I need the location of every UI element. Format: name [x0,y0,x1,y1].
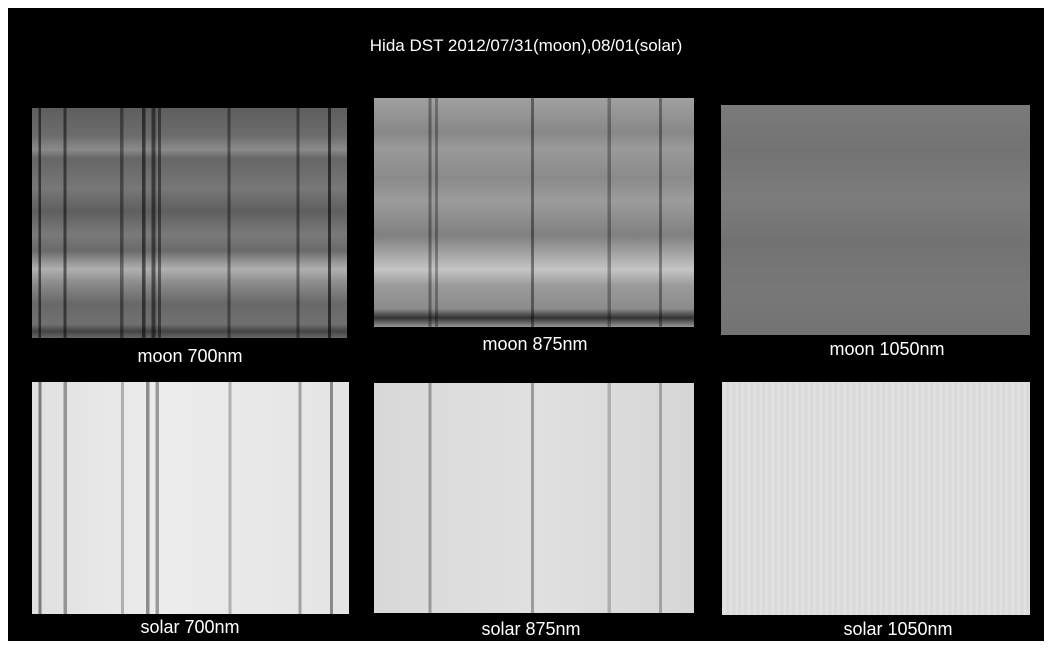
spectrum-image [722,382,1030,615]
spectrum-image [374,98,694,327]
caption: moon 875nm [375,334,695,355]
caption: moon 1050nm [727,339,1047,360]
caption: moon 700nm [30,346,350,367]
spectrum-image [32,382,349,614]
spectrum-image [374,383,694,613]
caption: solar 875nm [371,619,691,640]
spectrum-image [32,108,347,338]
caption: solar 700nm [30,617,350,638]
caption: solar 1050nm [738,619,1052,640]
page: Hida DST 2012/07/31(moon),08/01(solar) m… [0,0,1052,649]
spectrum-image [721,105,1030,335]
figure-title: Hida DST 2012/07/31(moon),08/01(solar) [0,36,1052,56]
